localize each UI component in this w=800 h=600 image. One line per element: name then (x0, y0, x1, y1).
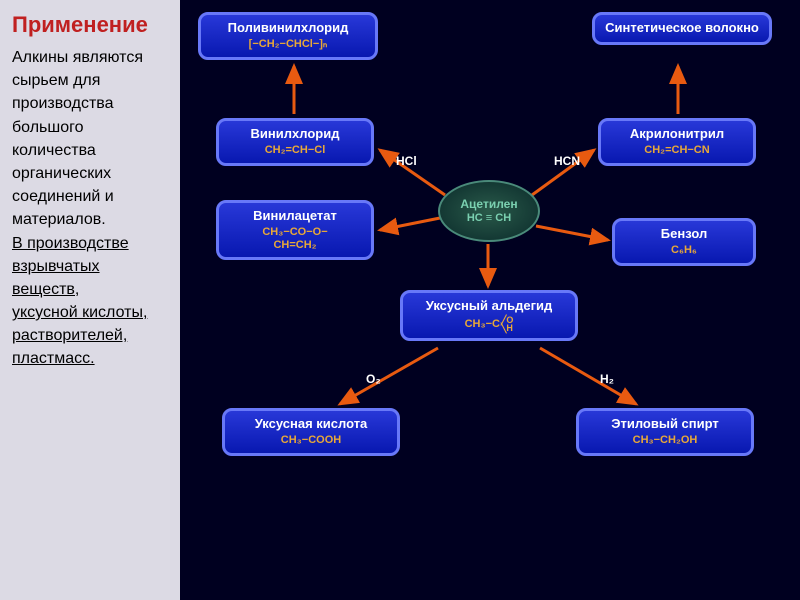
node-name: Поливинилхлорид (209, 21, 367, 36)
node-name: Синтетическое волокно (603, 21, 761, 36)
edge-label: O₂ (366, 372, 381, 386)
edge-label: H₂ (600, 372, 614, 386)
node-vinylchloride: Винилхлорид CH₂=CH−Cl (216, 118, 374, 166)
desc-line: количества (12, 139, 172, 162)
node-formula: CH₃−CH₂OH (587, 434, 743, 447)
desc-line: соединений и (12, 185, 172, 208)
arrow (380, 218, 440, 230)
arrow (540, 348, 636, 404)
description: Алкины являются сырьем дляпроизводства б… (12, 46, 172, 371)
node-ethanol: Этиловый спирт CH₃−CH₂OH (576, 408, 754, 456)
node-acrylonitrile: Акрилонитрил CH₂=CH−CN (598, 118, 756, 166)
center-name: Ацетилен (460, 198, 517, 212)
node-formula: CH₂=CH−CN (609, 144, 745, 157)
node-name: Бензол (623, 227, 745, 242)
node-pvc: Поливинилхлорид [−CH₂−CHCl−]ₙ (198, 12, 378, 60)
desc-line-underlined: взрывчатых (12, 255, 172, 278)
node-formula: [−CH₂−CHCl−]ₙ (209, 38, 367, 51)
node-synth_fiber: Синтетическое волокно (592, 12, 772, 45)
node-name: Винилхлорид (227, 127, 363, 142)
node-formula: CH₂=CH−Cl (227, 144, 363, 157)
node-formula: C₆H₆ (623, 244, 745, 257)
desc-line-underlined: растворителей, (12, 324, 172, 347)
edge-label: HCN (554, 154, 580, 168)
node-vinylacetate: Винилацетат CH₃−CO−O−CH=CH₂ (216, 200, 374, 260)
node-name: Этиловый спирт (587, 417, 743, 432)
node-formula: CH₃−C╱O╲H (411, 316, 567, 332)
node-name: Акрилонитрил (609, 127, 745, 142)
edge-label: HCl (396, 154, 417, 168)
node-acetaldehyde: Уксусный альдегид CH₃−C╱O╲H (400, 290, 578, 341)
left-panel: Применение Алкины являются сырьем дляпро… (0, 0, 180, 600)
node-formula: CH₃−CO−O−CH=CH₂ (227, 226, 363, 251)
arrow (536, 226, 608, 240)
node-acetic_acid: Уксусная кислота CH₃−COOH (222, 408, 400, 456)
desc-line: большого (12, 116, 172, 139)
node-name: Уксусный альдегид (411, 299, 567, 314)
desc-line-underlined: веществ, (12, 278, 172, 301)
node-center: АцетиленHC ≡ CH (438, 180, 540, 242)
title: Применение (12, 12, 172, 38)
node-benzene: Бензол C₆H₆ (612, 218, 756, 266)
center-formula: HC ≡ CH (467, 212, 511, 225)
arrow (340, 348, 438, 404)
desc-line-underlined: пластмасс. (12, 347, 172, 370)
diagram: АцетиленHC ≡ CH Поливинилхлорид [−CH₂−CHCl… (180, 0, 800, 600)
desc-line: материалов. (12, 208, 172, 231)
desc-line-underlined: В производстве (12, 232, 172, 255)
desc-line: сырьем для (12, 69, 172, 92)
node-name: Уксусная кислота (233, 417, 389, 432)
desc-line: органических (12, 162, 172, 185)
desc-line: производства (12, 92, 172, 115)
desc-line-underlined: уксусной кислоты, (12, 301, 172, 324)
node-formula: CH₃−COOH (233, 434, 389, 447)
desc-line: Алкины являются (12, 46, 172, 69)
node-name: Винилацетат (227, 209, 363, 224)
